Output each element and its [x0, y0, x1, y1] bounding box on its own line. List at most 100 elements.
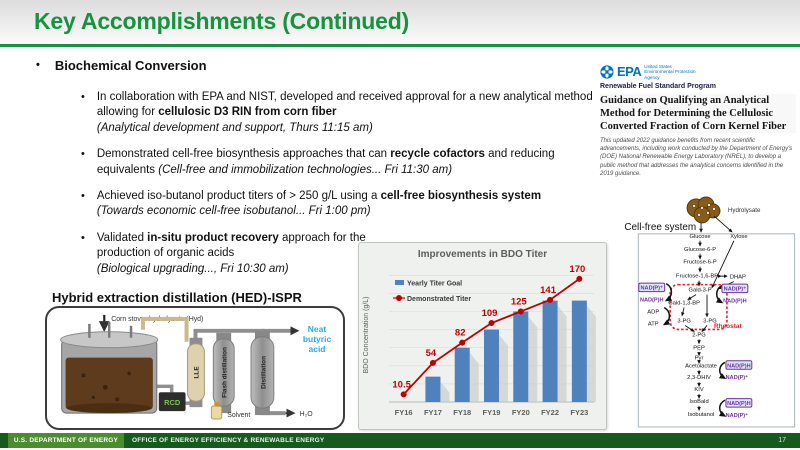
hed-diagram: Corn stover hydrolysate (Hyd): [45, 306, 345, 430]
page-title: Key Accomplishments (Continued): [34, 8, 410, 34]
node-isobald: IsoBald: [689, 399, 708, 405]
product-label: Neat butyric acid: [302, 324, 332, 355]
node-pyr: Pyr: [695, 355, 704, 361]
node-3pg-right: 3-PG: [703, 318, 717, 324]
svg-text:BDO Concentration (g/L): BDO Concentration (g/L): [363, 296, 370, 373]
epa-doc-title: Guidance on Qualifying an Analytical Met…: [600, 93, 796, 134]
section-bullet: • Biochemical Conversion: [36, 58, 614, 73]
svg-text:54: 54: [426, 348, 437, 359]
epa-agency-name: United States Environmental Protection A…: [644, 64, 696, 80]
solvent-bottle-icon: [210, 402, 223, 420]
hydrolysate-label: Hydrolysate: [728, 207, 761, 214]
svg-text:FY23: FY23: [570, 408, 588, 417]
bullet-list: • Biochemical Conversion • In collaborat…: [36, 58, 614, 277]
system-box: [637, 233, 796, 428]
pathway-arrows: [681, 215, 735, 411]
recycle-pipe: [140, 316, 189, 342]
cofactor-adp: ADP: [647, 309, 659, 315]
svg-text:109: 109: [482, 308, 498, 319]
svg-text:FY18: FY18: [453, 408, 471, 417]
rcd-label: RCD: [164, 398, 181, 407]
footer-doe: U.S. DEPARTMENT OF ENERGY: [8, 433, 124, 448]
hed-svg: Corn stover hydrolysate (Hyd): [60, 314, 314, 420]
nadp-box: [638, 282, 666, 293]
slide-header: Key Accomplishments (Continued): [0, 0, 800, 47]
rcd-unit: RCD: [158, 392, 186, 412]
distillation-column: Distillation: [250, 330, 275, 416]
solvent-label: Solvent: [227, 412, 250, 419]
bullet-marker: •: [81, 231, 85, 244]
section-title: Biochemical Conversion: [54, 58, 207, 73]
hydrolysate-blob-icon: [686, 196, 721, 224]
chart-title: Improvements in BDO Titer: [417, 249, 548, 260]
node-dhap: DHAP: [730, 275, 746, 281]
bullet-marker: •: [36, 59, 40, 71]
node-isobutanol: Isobutanol: [688, 412, 715, 418]
node-f6p: Fructose-6-P: [683, 260, 716, 266]
svg-text:FY17: FY17: [424, 408, 442, 417]
cofactor-arrows: [662, 282, 727, 417]
distillation-label: Distillation: [260, 356, 267, 389]
node-dhiv: 2,3-DHIV: [687, 375, 711, 381]
lle-label: LLE: [193, 366, 200, 379]
flash-label: Flash distillation: [222, 347, 229, 398]
node-f16bp: Fructose-1,6-BP: [676, 274, 718, 280]
bioreactor-tank: [60, 321, 159, 414]
svg-text:FY20: FY20: [512, 408, 530, 417]
rheostat-label: Rheostat: [714, 323, 743, 330]
node-g6p: Glucose-6-P: [684, 247, 716, 253]
svg-text:125: 125: [511, 296, 528, 307]
node-2pg: 2-PG: [692, 332, 706, 338]
nadph-box: [725, 398, 753, 408]
footer-bar: U.S. DEPARTMENT OF ENERGY OFFICE OF ENER…: [0, 433, 800, 448]
svg-text:82: 82: [455, 328, 466, 339]
bullet-text: In collaboration with EPA and NIST, deve…: [96, 91, 593, 134]
bullet-text: Achieved iso-butanol product titers of >…: [96, 190, 542, 218]
node-3pg-left: 3-PG: [677, 318, 691, 324]
node-xylose: Xylose: [730, 234, 747, 240]
nadph-box: [725, 360, 753, 370]
svg-text:FY22: FY22: [541, 408, 559, 417]
chart-plot-area: FY16 FY17 FY18 FY19 FY20 FY22 FY23 10.5 54 82 109 1…: [363, 264, 596, 417]
node-kiv: KIV: [694, 387, 703, 393]
bullet-item: • Achieved iso-butanol product titers of…: [81, 189, 614, 220]
bullet-text: Validated in-situ product recovery appro…: [96, 231, 366, 275]
bullet-marker: •: [81, 190, 85, 203]
flash-distillation-column: Flash distillation: [212, 332, 235, 414]
cofactor-nadp: NAD(P)⁺: [726, 374, 748, 381]
lle-column: LLE: [187, 337, 205, 408]
node-gald13bp: Gald-1,3-BP: [668, 301, 700, 307]
bdo-titer-chart: Improvements in BDO Titer FY16 FY17 FY18 FY…: [358, 242, 607, 430]
cofactor-nadph: NAD(P)H: [640, 298, 663, 304]
bullet-text: Demonstrated cell-free biosynthesis appr…: [96, 148, 555, 176]
bullet-item: • Validated in-situ product recovery app…: [81, 231, 614, 277]
cell-free-pathway-diagram: Hydrolysate Cell-free system: [624, 196, 796, 428]
svg-text:FY16: FY16: [395, 408, 413, 417]
cofactor-nadph: NAD(P)H: [727, 363, 750, 369]
epa-guidance-panel: EPA United States Environmental Protecti…: [600, 64, 796, 178]
nadp-box: [721, 283, 749, 294]
tank-rcd-pipe: [154, 384, 174, 393]
epa-seal-icon: [600, 65, 614, 79]
water-label: H₂O: [300, 411, 314, 418]
svg-text:10.5: 10.5: [392, 379, 411, 390]
epa-doc-body: This updated 2022 guidance benefits from…: [600, 138, 793, 177]
cofactor-nadp: NAD(P)⁺: [641, 285, 663, 292]
hed-title: Hybrid extraction distillation (HED)-ISP…: [52, 290, 302, 305]
bullet-item: • Demonstrated cell-free biosynthesis ap…: [81, 147, 614, 178]
node-acetolactate: Acetolactate: [685, 363, 717, 369]
epa-wordmark: EPA: [617, 64, 642, 80]
cofactor-nadph: NAD(P)H: [723, 299, 746, 305]
bullet-item: • In collaboration with EPA and NIST, de…: [81, 90, 614, 136]
bullet-marker: •: [81, 148, 85, 161]
cofactor-nadp: NAD(P)⁺: [726, 412, 748, 419]
node-glucose: Glucose: [689, 234, 710, 240]
bullet-marker: •: [81, 91, 85, 103]
svg-text:170: 170: [569, 264, 585, 275]
cofactor-nadph: NAD(P)H: [727, 401, 750, 407]
epa-logo: EPA United States Environmental Protecti…: [600, 64, 796, 80]
epa-program: Renewable Fuel Standard Program: [600, 82, 716, 90]
svg-text:Yearly Titer Goal: Yearly Titer Goal: [407, 281, 462, 288]
svg-text:FY19: FY19: [483, 408, 501, 417]
